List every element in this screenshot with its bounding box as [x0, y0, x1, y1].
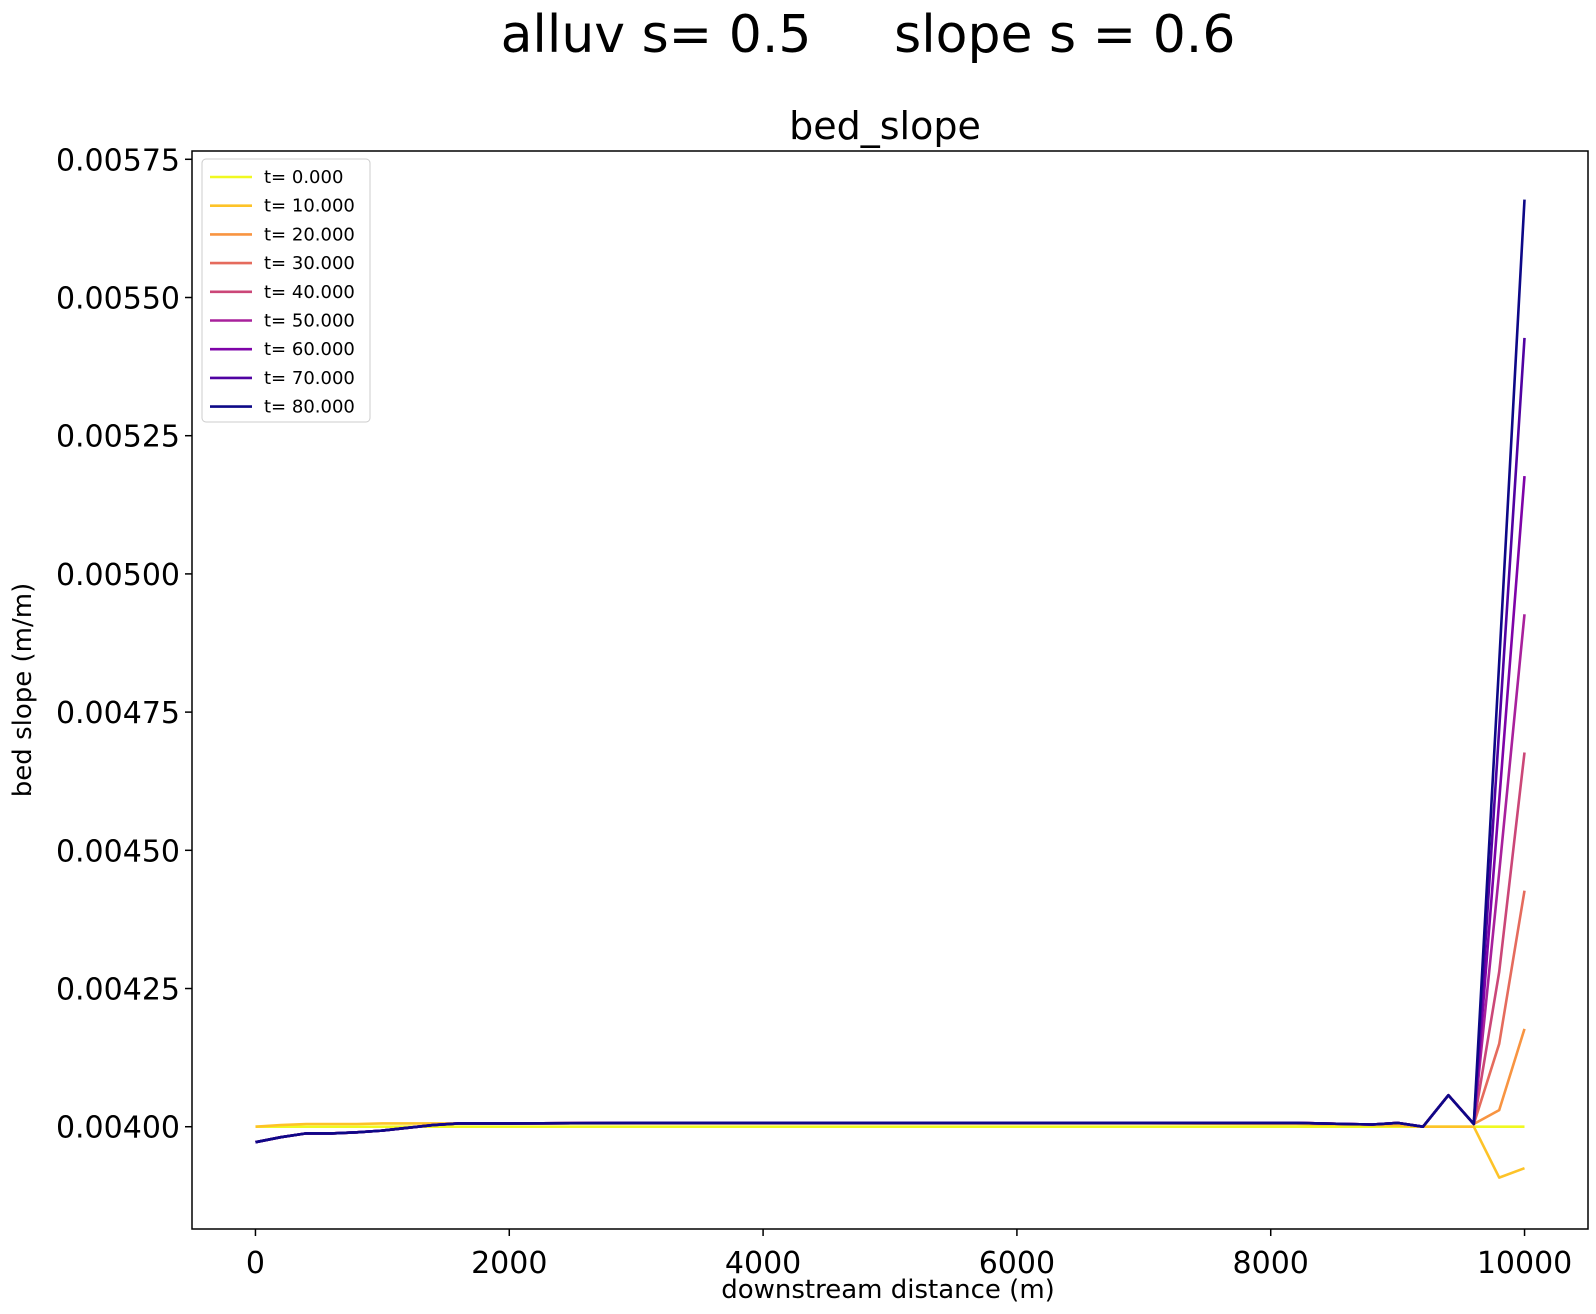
series-lines: [255, 199, 1526, 1179]
y-axis-label: bed slope (m/m): [8, 583, 38, 797]
y-tick-label: 0.00450: [56, 834, 180, 869]
x-tick-label: 2000: [471, 1246, 547, 1281]
legend-label-6: t= 60.000: [264, 339, 355, 360]
x-tick-label: 8000: [1233, 1246, 1309, 1281]
legend-label-0: t= 0.000: [264, 167, 343, 188]
y-tick-label: 0.00500: [56, 558, 180, 593]
legend-label-2: t= 20.000: [264, 224, 355, 245]
legend-label-7: t= 70.000: [264, 368, 355, 389]
legend-label-5: t= 50.000: [264, 311, 355, 332]
x-tick-label: 0: [246, 1246, 265, 1281]
x-tick-label: 4000: [725, 1246, 801, 1281]
y-tick-label: 0.00575: [56, 143, 180, 178]
plot-area: [191, 150, 1589, 1230]
figure-suptitle: alluv s= 0.5 slope s = 0.6: [501, 5, 1236, 65]
x-axis-label: downstream distance (m): [721, 1275, 1055, 1305]
y-tick-label: 0.00475: [56, 696, 180, 731]
legend-box: [201, 158, 371, 423]
legend-label-3: t= 30.000: [264, 253, 355, 274]
legend-label-1: t= 10.000: [264, 196, 355, 217]
y-tick-label: 0.00525: [56, 420, 180, 455]
legend-label-4: t= 40.000: [264, 282, 355, 303]
legend: t= 0.000 t= 10.000 t= 20.000 t= 30.000 t= 40…: [201, 158, 371, 423]
x-tick-label: 10000: [1477, 1246, 1572, 1281]
chart-title: bed_slope: [789, 104, 981, 148]
series-line-8: [255, 199, 1526, 1144]
y-axis: 0.00400 0.00425 0.00450 0.00475 0.00500 0.005…: [56, 143, 192, 1146]
y-tick-label: 0.00550: [56, 281, 180, 316]
axes-frame: [191, 150, 1589, 1230]
x-axis: 0 2000 4000 6000 8000 10000: [246, 1229, 1572, 1281]
legend-label-8: t= 80.000: [264, 397, 355, 418]
y-tick-label: 0.00400: [56, 1111, 180, 1146]
x-tick-label: 6000: [979, 1246, 1055, 1281]
y-tick-label: 0.00425: [56, 973, 180, 1008]
